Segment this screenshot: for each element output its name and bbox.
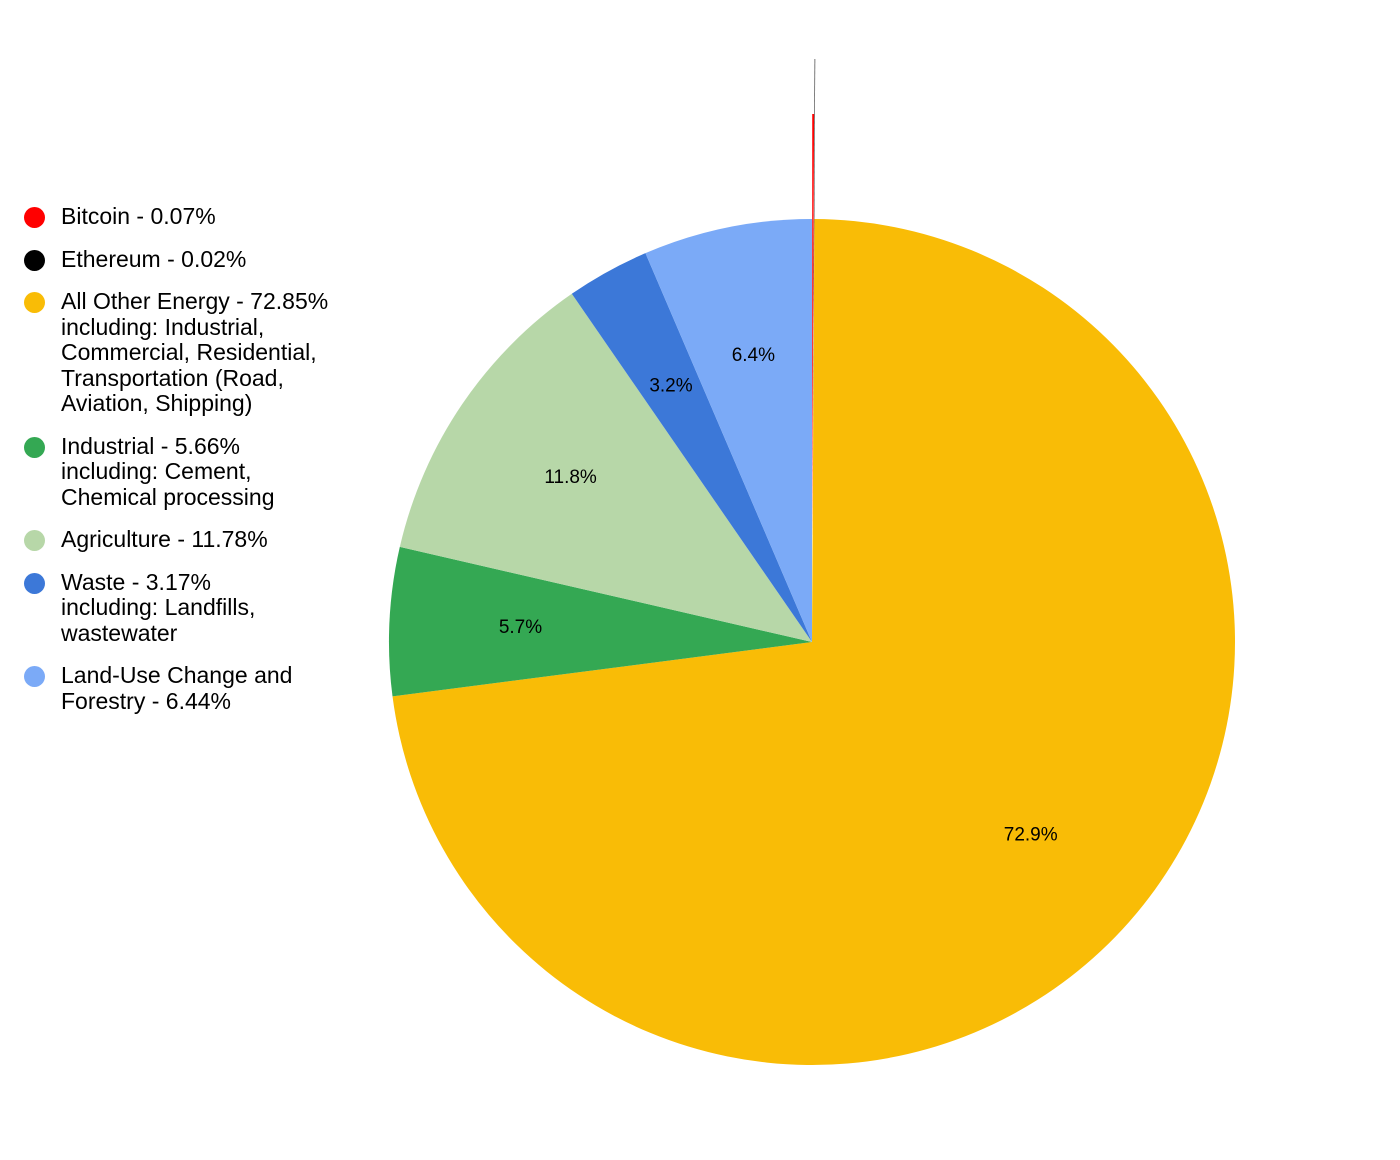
legend-label: Industrial - 5.66% including: Cement, Chem… xyxy=(61,432,275,511)
legend-label: Bitcoin - 0.07% xyxy=(61,203,216,230)
legend-item-agriculture: Agriculture - 11.78% xyxy=(24,526,374,553)
legend-label: Agriculture - 11.78% xyxy=(61,526,268,553)
pie-slice-industrial xyxy=(388,546,812,697)
slice-label-industrial: 5.7% xyxy=(499,617,542,638)
legend-item-industrial: Industrial - 5.66% including: Cement, Chem… xyxy=(24,432,374,511)
legend-label-line: Waste - 3.17% xyxy=(61,568,211,595)
pie-slices xyxy=(388,59,1236,1065)
legend-label-line: Ethereum - 0.02% xyxy=(61,245,247,272)
legend-label-line: Forestry - 6.44% xyxy=(61,687,231,714)
legend-item-waste: Waste - 3.17% including: Landfills, wastew… xyxy=(24,568,374,647)
legend-label-line: wastewater xyxy=(61,619,178,646)
legend-label: Land-Use Change and Forestry - 6.44% xyxy=(61,662,293,714)
legend-swatch xyxy=(24,207,45,228)
legend-label-line: Transportation (Road, xyxy=(61,364,284,391)
legend-swatch xyxy=(24,292,45,313)
slice-label-land-use-change-and-forestry: 6.4% xyxy=(732,345,775,366)
legend-swatch xyxy=(24,666,45,687)
legend-label-line: Commercial, Residential, xyxy=(61,339,317,365)
slice-label-all-other-energy: 72.9% xyxy=(1004,824,1058,845)
legend-label-line: Land-Use Change and xyxy=(61,662,293,688)
legend-item-bitcoin: Bitcoin - 0.07% xyxy=(24,203,374,230)
pie-slice-land-use-change-and-forestry xyxy=(645,219,812,642)
legend-item-ethereum: Ethereum - 0.02% xyxy=(24,245,374,273)
legend-label-line: including: Industrial, xyxy=(61,313,265,340)
pie-slice-labels: 72.9% 5.7% 11.8% 3.2% 6.4% xyxy=(499,345,1058,845)
pie-slice-agriculture xyxy=(399,293,812,642)
legend-label: All Other Energy - 72.85% including: Indu… xyxy=(61,288,329,417)
chart-legend: Bitcoin - 0.07% Ethereum - 0.02% All Other… xyxy=(24,203,374,731)
legend-label-line: Chemical processing xyxy=(61,483,275,510)
pie-slice-bitcoin xyxy=(812,114,815,538)
legend-item-all-other-energy: All Other Energy - 72.85% including: Indu… xyxy=(24,288,374,417)
legend-label-line: Agriculture - 11.78% xyxy=(61,526,268,552)
legend-label-line: including: Landfills, xyxy=(61,594,256,620)
legend-label-line: Aviation, Shipping) xyxy=(61,390,253,416)
legend-swatch xyxy=(24,530,45,551)
legend-label-line: Industrial - 5.66% xyxy=(61,432,240,459)
legend-label: Ethereum - 0.02% xyxy=(61,245,247,273)
legend-label-line: Bitcoin - 0.07% xyxy=(61,203,216,229)
pie-slice-ethereum xyxy=(812,59,816,483)
legend-swatch xyxy=(24,436,45,458)
legend-label-line: including: Cement, xyxy=(61,458,252,484)
legend-swatch xyxy=(24,249,45,271)
legend-label-line: All Other Energy - 72.85% xyxy=(61,288,329,314)
slice-label-waste: 3.2% xyxy=(649,375,692,396)
legend-label: Waste - 3.17% including: Landfills, wastew… xyxy=(61,568,256,647)
legend-item-land-use-change-and-forestry: Land-Use Change and Forestry - 6.44% xyxy=(24,662,374,714)
pie-slice-all-other-energy xyxy=(392,219,1236,1065)
legend-swatch xyxy=(24,572,45,594)
slice-label-agriculture: 11.8% xyxy=(544,467,597,488)
pie-slice-waste xyxy=(571,253,812,643)
